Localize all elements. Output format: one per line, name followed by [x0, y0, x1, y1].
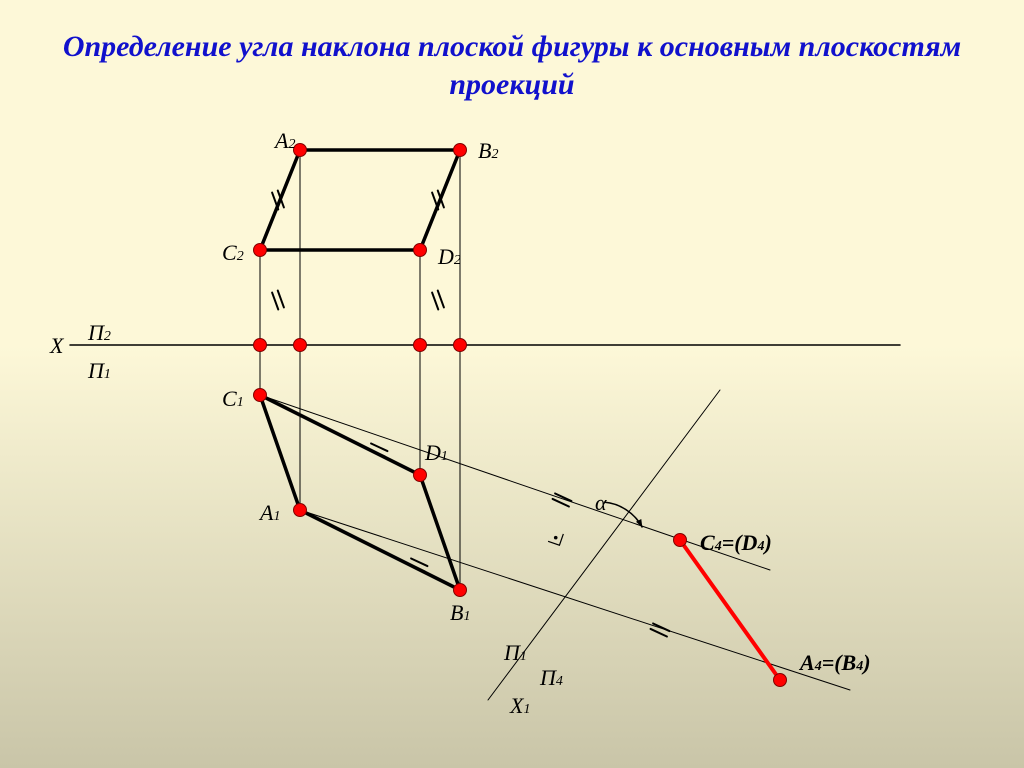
point-b1	[454, 584, 467, 597]
label-p2: П2	[88, 320, 111, 346]
tick	[278, 291, 284, 308]
perpendicular-mark	[548, 534, 563, 545]
label-a2: A2	[275, 128, 295, 154]
label-p1: П1	[88, 358, 111, 384]
tick	[272, 293, 278, 310]
point-a4	[774, 674, 787, 687]
edge-b2d2	[420, 150, 460, 250]
tick	[432, 193, 438, 210]
tick	[432, 293, 438, 310]
label-b2: В2	[478, 138, 498, 164]
tick	[653, 623, 669, 631]
label-x1: X1	[510, 693, 530, 719]
label-a4: A4=(В4)	[800, 650, 871, 676]
tick	[409, 564, 425, 572]
label-a1: A1	[260, 500, 280, 526]
edge-c2a2	[260, 150, 300, 250]
label-x: X	[50, 333, 63, 359]
point-d1	[414, 469, 427, 482]
edge-c4a4	[680, 540, 780, 680]
label-alpha: α	[595, 490, 607, 516]
point-c2	[254, 244, 267, 257]
tick	[438, 291, 444, 308]
label-c4: С4=(D4)	[700, 530, 772, 556]
xpoint-a2	[294, 339, 307, 352]
xpoint-b2	[454, 339, 467, 352]
tick	[272, 193, 278, 210]
xpoint-c2	[254, 339, 267, 352]
label-b1: В1	[450, 600, 470, 626]
label-c2: С2	[222, 240, 244, 266]
point-d2	[414, 244, 427, 257]
label-p1b: П1	[504, 640, 527, 666]
label-d1: D1	[425, 440, 448, 466]
label-p4: П4	[540, 665, 563, 691]
diagram-canvas: Определение угла наклона плоской фигуры …	[0, 0, 1024, 768]
tick	[651, 629, 667, 637]
tick	[369, 449, 385, 457]
label-c1: С1	[222, 386, 244, 412]
point-c1	[254, 389, 267, 402]
proj-ray-c	[260, 395, 770, 570]
label-d2: D2	[438, 244, 461, 270]
point-c4	[674, 534, 687, 547]
xpoint-d2	[414, 339, 427, 352]
point-a1	[294, 504, 307, 517]
point-b2	[454, 144, 467, 157]
